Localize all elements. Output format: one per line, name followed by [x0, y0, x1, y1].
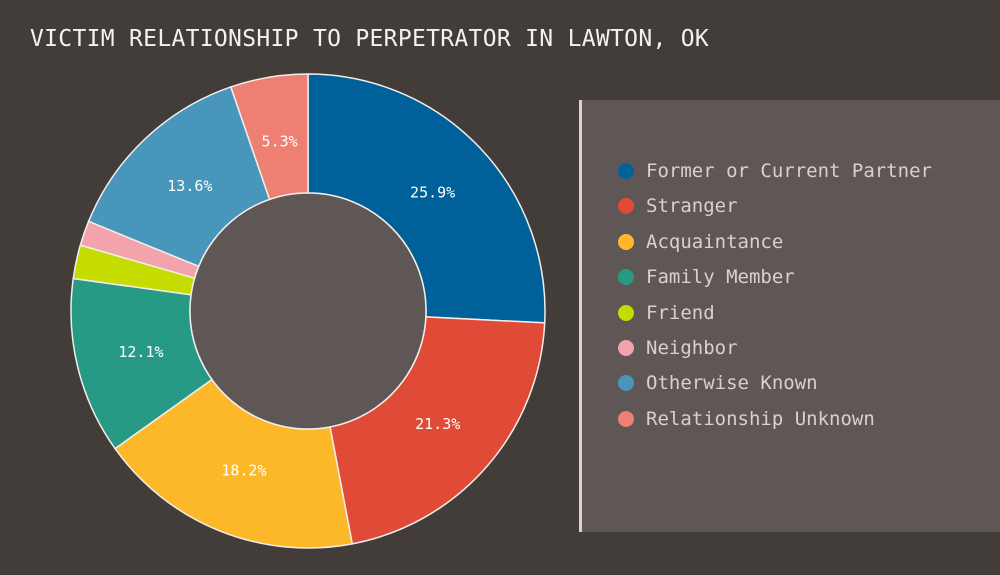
slice-label-relationship-unknown: 5.3% — [262, 132, 298, 150]
legend-item-acquaintance[interactable]: Acquaintance — [618, 228, 783, 256]
legend-swatch — [618, 233, 634, 250]
chart-title: VICTIM RELATIONSHIP TO PERPETRATOR IN LA… — [30, 26, 710, 52]
legend-item-stranger[interactable]: Stranger — [618, 192, 738, 220]
slice-label-stranger: 21.3% — [415, 415, 460, 433]
slice-label-family-member: 12.1% — [118, 343, 163, 361]
legend-item-friend[interactable]: Friend — [618, 299, 715, 327]
slice-label-otherwise-known: 13.6% — [167, 177, 212, 195]
slice-label-former-or-current-partner: 25.9% — [410, 183, 455, 201]
legend-label: Acquaintance — [646, 230, 784, 253]
legend-item-otherwise-known[interactable]: Otherwise Known — [618, 369, 818, 397]
legend-label: Former or Current Partner — [646, 160, 932, 182]
legend-label: Friend — [646, 301, 715, 324]
legend-swatch — [618, 269, 634, 286]
legend-label: Relationship Unknown — [646, 407, 875, 430]
legend-label: Stranger — [646, 195, 738, 218]
legend-swatch — [618, 340, 634, 356]
legend-swatch — [618, 375, 634, 392]
donut-chart: 25.9% 21.3% 18.2% 12.1% 13.6% 5.3% — [70, 73, 546, 549]
donut-hole — [189, 192, 427, 430]
legend-label: Family Member — [646, 266, 795, 289]
legend-item-relationship-unknown[interactable]: Relationship Unknown — [618, 405, 875, 433]
legend-item-former-or-current-partner[interactable]: Former or Current Partner — [618, 157, 932, 185]
legend-swatch — [618, 410, 634, 427]
legend-swatch — [618, 198, 634, 215]
slice-label-acquaintance: 18.2% — [221, 462, 266, 480]
legend: Former or Current Partner Stranger Acquain… — [579, 100, 1000, 532]
legend-swatch — [618, 304, 634, 321]
legend-swatch — [618, 163, 634, 179]
legend-label: Neighbor — [646, 337, 738, 359]
legend-label: Otherwise Known — [646, 372, 818, 395]
legend-item-family-member[interactable]: Family Member — [618, 263, 795, 291]
legend-item-neighbor[interactable]: Neighbor — [618, 334, 738, 362]
